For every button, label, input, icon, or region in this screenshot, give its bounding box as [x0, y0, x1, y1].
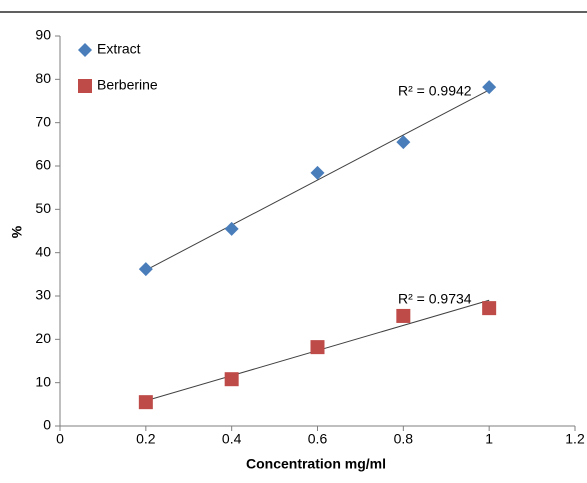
y-tick-label: 90 [35, 27, 51, 43]
x-tick-label: 1 [485, 431, 493, 447]
x-tick-label: 1.2 [565, 431, 585, 447]
y-tick-label: 60 [35, 157, 51, 173]
data-point [224, 221, 239, 236]
data-point [482, 301, 497, 316]
data-point [310, 165, 325, 180]
y-tick-label: 50 [35, 200, 51, 216]
y-tick-label: 0 [43, 417, 51, 433]
y-tick-label: 80 [35, 70, 51, 86]
y-tick-label: 20 [35, 330, 51, 346]
trendline [145, 89, 490, 271]
y-tick-label: 10 [35, 373, 51, 389]
x-tick-label: 0.4 [222, 431, 242, 447]
data-point [224, 372, 239, 387]
data-point [138, 395, 153, 410]
legend-marker [78, 43, 92, 57]
legend-label: Berberine [97, 77, 158, 93]
x-tick-label: 0.6 [308, 431, 328, 447]
data-point [396, 135, 411, 150]
x-tick-label: 0.8 [394, 431, 414, 447]
x-tick-label: 0.2 [136, 431, 156, 447]
legend-marker [78, 79, 92, 93]
legend-label: Extract [97, 41, 141, 57]
data-point [482, 80, 497, 95]
x-tick-label: 0 [56, 431, 64, 447]
data-point [396, 308, 411, 323]
annotation: R² = 0.9942 [398, 83, 472, 99]
annotation: R² = 0.9734 [398, 291, 472, 307]
data-point [138, 262, 153, 277]
data-point [310, 340, 325, 355]
x-axis-label: Concentration mg/ml [246, 456, 386, 472]
y-axis-label: % [9, 225, 25, 238]
y-tick-label: 30 [35, 287, 51, 303]
y-tick-label: 70 [35, 113, 51, 129]
y-tick-label: 40 [35, 243, 51, 259]
